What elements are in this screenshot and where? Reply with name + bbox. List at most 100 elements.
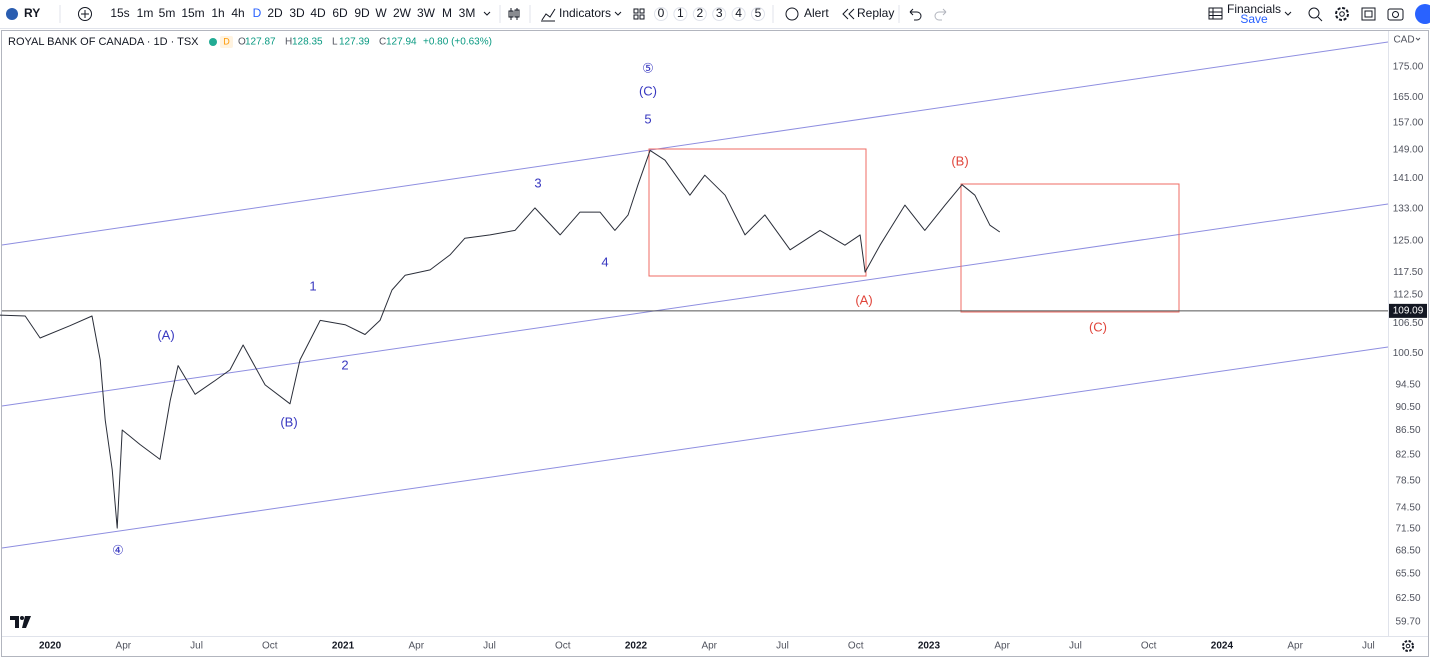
- y-tick-label: 82.50: [1395, 450, 1420, 461]
- ohlc-key: O: [238, 37, 246, 48]
- x-tick-label: 2024: [1211, 641, 1234, 652]
- undo-button[interactable]: [909, 8, 922, 21]
- box-wave-a[interactable]: [648, 148, 867, 277]
- alert-button[interactable]: Alert: [804, 6, 829, 20]
- y-tick-label: 74.50: [1395, 502, 1420, 513]
- last-price-tag: [1389, 303, 1427, 318]
- wave-label: (C): [639, 83, 657, 98]
- publish-button[interactable]: [1415, 4, 1430, 24]
- interval-button[interactable]: D: [253, 6, 262, 20]
- interval-bar: 15s 1m 5m 15m 1h 4h D 2D 3D 4D 6D 9D W 2W 3W M 3M: [110, 6, 475, 20]
- add-icon: [81, 10, 89, 18]
- layout-slot[interactable]: [712, 7, 727, 21]
- snapshot-button[interactable]: [1387, 8, 1404, 21]
- layout-slot[interactable]: [751, 7, 765, 21]
- interval-chevron[interactable]: [483, 11, 491, 16]
- interval-button[interactable]: 6D: [332, 6, 348, 20]
- x-tick-label: Apr: [994, 641, 1010, 652]
- redo-button[interactable]: [934, 8, 947, 21]
- x-tick-label: Jul: [190, 641, 203, 652]
- wave-label: 3: [534, 175, 541, 190]
- interval-button[interactable]: 15s: [110, 6, 129, 20]
- alert-icon: [785, 7, 799, 21]
- interval-button[interactable]: 2D: [267, 6, 283, 20]
- channel-upper[interactable]: [1, 41, 1389, 246]
- ohlc-value: 127.39: [339, 37, 370, 48]
- interval-button[interactable]: 15m: [181, 6, 204, 20]
- ohlc-change: +0.80 (+0.63%): [423, 37, 492, 48]
- layout-chevron[interactable]: [1284, 11, 1292, 16]
- wave-label: (C): [1089, 319, 1107, 334]
- wave-label: 4: [601, 254, 608, 269]
- save-button[interactable]: Save: [1240, 12, 1268, 26]
- layout-name[interactable]: Financials: [1227, 2, 1281, 16]
- x-tick-label: 2021: [332, 641, 355, 652]
- y-tick-label: 68.50: [1395, 546, 1420, 557]
- fullscreen-button[interactable]: [1361, 7, 1376, 21]
- layouts-icon[interactable]: [633, 8, 645, 20]
- interval-button[interactable]: W: [375, 6, 387, 20]
- replay-button[interactable]: Replay: [857, 6, 894, 20]
- legend-title: ROYAL BANK OF CANADA · 1D · TSX: [8, 36, 199, 48]
- y-tick-label: 86.50: [1395, 425, 1420, 436]
- indicators-button[interactable]: Indicators: [559, 6, 611, 20]
- interval-button[interactable]: 3W: [417, 6, 436, 20]
- interval-button[interactable]: 9D: [354, 6, 370, 20]
- wave-label: ④: [112, 542, 124, 557]
- y-tick-label: 157.00: [1393, 118, 1424, 129]
- currency[interactable]: CAD: [1393, 35, 1414, 46]
- add-symbol-button[interactable]: [78, 7, 92, 21]
- interval-button[interactable]: 3D: [289, 6, 305, 20]
- layout-slot-label: 0: [658, 6, 665, 20]
- interval-button[interactable]: 5m: [159, 6, 176, 20]
- wave-label: (B): [280, 414, 297, 429]
- layout-slot-label: 1: [677, 6, 684, 20]
- wave-label: ⑤: [642, 60, 654, 75]
- ohlc-value: 128.35: [292, 37, 323, 48]
- layout-slot-label: 4: [735, 6, 742, 20]
- channel-middle[interactable]: [1, 203, 1389, 407]
- indicators-chevron[interactable]: [614, 11, 622, 16]
- layout-slot-label: 2: [696, 6, 703, 20]
- interval-button[interactable]: 1m: [137, 6, 154, 20]
- interval-button[interactable]: 3M: [459, 6, 476, 20]
- ohlc-value: 127.87: [245, 37, 276, 48]
- x-tick-label: Jul: [1069, 641, 1082, 652]
- interval-button[interactable]: 4D: [310, 6, 326, 20]
- x-tick-label: Apr: [1287, 641, 1303, 652]
- box-wave-c[interactable]: [960, 183, 1180, 313]
- y-tick-label: 78.50: [1395, 475, 1420, 486]
- x-tick-label: Jul: [483, 641, 496, 652]
- y-tick-label: 62.50: [1395, 593, 1420, 604]
- x-tick-label: 2023: [918, 641, 941, 652]
- wave-label: (A): [855, 292, 872, 307]
- settings-button[interactable]: [1335, 7, 1349, 21]
- x-tick-label: Oct: [848, 641, 864, 652]
- legend-ohlc: O 127.87 H 128.35 L 127.39 C 127.94 +0.80 (+0.63…: [238, 37, 492, 48]
- interval-button[interactable]: 2W: [393, 6, 412, 20]
- ohlc-value: 127.94: [386, 37, 417, 48]
- channel-lower[interactable]: [1, 346, 1389, 549]
- ohlc-key: H: [285, 37, 292, 48]
- badge-bg: [220, 36, 233, 48]
- search-button[interactable]: [1308, 7, 1323, 22]
- y-tick-label: 112.50: [1393, 290, 1423, 301]
- y-tick-label: 125.00: [1393, 235, 1424, 246]
- ohlc-key: C: [379, 37, 386, 48]
- y-tick-label: 175.00: [1393, 62, 1424, 73]
- symbol[interactable]: RY: [24, 6, 40, 20]
- axis-settings-button[interactable]: [1402, 640, 1414, 652]
- layout-slot[interactable]: [692, 7, 707, 21]
- layout-slot[interactable]: [673, 7, 688, 21]
- layout-slot[interactable]: [654, 7, 668, 21]
- interval-button[interactable]: 4h: [231, 6, 244, 20]
- layout-slot[interactable]: [731, 7, 746, 21]
- interval-button[interactable]: M: [442, 6, 452, 20]
- chart-type-button[interactable]: [508, 8, 520, 20]
- x-tick-label: Oct: [555, 641, 571, 652]
- currency-chevron: [1415, 37, 1421, 41]
- interval-button[interactable]: 1h: [211, 6, 224, 20]
- layout-slot-label: 3: [716, 6, 723, 20]
